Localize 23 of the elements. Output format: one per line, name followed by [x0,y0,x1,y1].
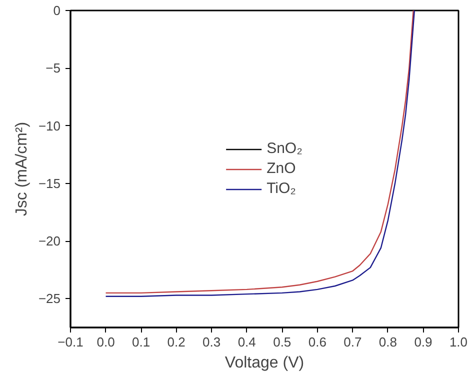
x-tick-label: 1.0 [449,334,468,350]
x-tick-label: 0.0 [96,334,115,350]
x-tick-label: 0.1 [132,334,150,350]
x-tick-label: 0.4 [238,334,256,350]
x-tick-label: 0.3 [202,334,221,350]
y-tick-label: −15 [38,176,61,191]
x-axis-title: Voltage (V) [224,354,304,372]
x-tick-label: 0.9 [414,334,432,350]
y-tick-label: −5 [46,60,61,76]
x-tick-label: 0.7 [344,334,362,350]
y-tick-label: −10 [38,118,61,134]
y-tick-label: −20 [38,234,61,249]
x-tick-label: 0.2 [167,334,186,350]
x-tick-label: 0.6 [308,334,326,350]
y-tick-label: −25 [38,291,61,306]
x-tick-label: −0.1 [58,334,84,350]
x-tick-label: 0.5 [273,334,292,350]
legend-label: ZnO [266,160,296,177]
y-tick-label: 0 [53,3,61,18]
legend-label: TiO₂ [266,180,296,197]
x-tick-label: 0.8 [378,334,397,350]
y-axis-title: Jsc (mA/cm²) [13,122,30,216]
legend-label: SnO₂ [266,140,302,157]
